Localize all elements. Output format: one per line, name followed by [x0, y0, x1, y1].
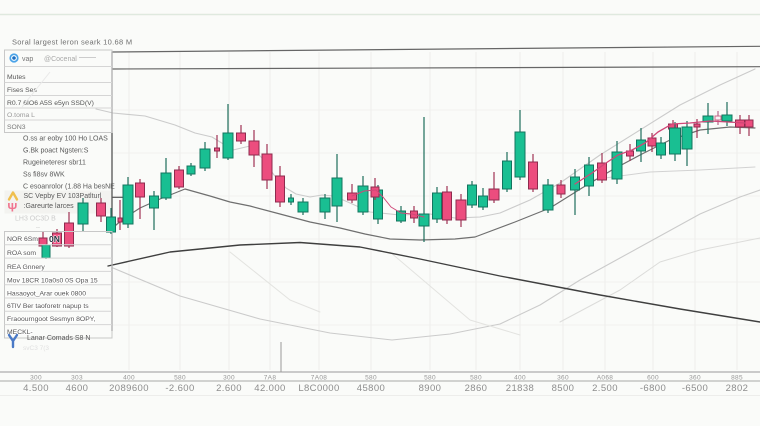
svg-text:Fraoourngoot Sesmyn 8OPY,: Fraoourngoot Sesmyn 8OPY, [7, 316, 95, 323]
svg-text:0N: 0N [49, 234, 60, 244]
svg-text:2089600: 2089600 [109, 383, 149, 394]
svg-text::Gareurte larces: :Gareurte larces [24, 203, 75, 210]
svg-text:Lanar Comads S8 N: Lanar Comads S8 N [27, 335, 90, 342]
svg-text:SON3: SON3 [7, 124, 26, 131]
svg-text:Ψ: Ψ [8, 201, 18, 215]
svg-text:6TlV Ber taoforetr napup ts: 6TlV Ber taoforetr napup ts [7, 303, 89, 310]
svg-text:REA Gnnery: REA Gnnery [7, 264, 45, 271]
svg-text:C esoanrolor (1.88 Ha besNE: C esoanrolor (1.88 Ha besNE [23, 184, 115, 191]
svg-text:R0.7 6IO6 A5S e5yn SSD(V): R0.7 6IO6 A5S e5yn SSD(V) [7, 100, 94, 107]
svg-text:..: .. [36, 223, 40, 230]
svg-text:2802: 2802 [726, 383, 749, 394]
svg-text:4600: 4600 [66, 383, 89, 394]
svg-text:Soral largest leron seark 10.6: Soral largest leron seark 10.68 M [12, 38, 132, 47]
svg-text:G.Bk poact Ngsten:S: G.Bk poact Ngsten:S [23, 148, 89, 155]
svg-text:Hasaoyot_Arar ouek 0800: Hasaoyot_Arar ouek 0800 [7, 291, 86, 298]
svg-text:Mov 18CR 10a0s0 0S Opa 15: Mov 18CR 10a0s0 0S Opa 15 [7, 278, 98, 285]
svg-text:NOR 6Sm: NOR 6Sm [7, 236, 38, 243]
svg-text:svC3 7(3: svC3 7(3 [23, 345, 49, 352]
svg-text:Ss fi8sv 8WK: Ss fi8sv 8WK [23, 172, 65, 179]
svg-text:580: 580 [424, 375, 436, 382]
svg-text:580: 580 [365, 375, 377, 382]
svg-text:SC Vepby EV 103Patlturl: SC Vepby EV 103Patlturl [24, 193, 102, 200]
svg-text:580: 580 [470, 375, 482, 382]
svg-text:360: 360 [689, 375, 701, 382]
svg-text:MECKL-: MECKL- [7, 329, 33, 336]
svg-text:360: 360 [557, 375, 569, 382]
svg-text:O.ss ar eoby 100 Ho LOAS: O.ss ar eoby 100 Ho LOAS [23, 136, 108, 143]
svg-text:Rugeineteresr sbr11: Rugeineteresr sbr11 [23, 160, 86, 167]
svg-text:@Cocenal: @Cocenal [44, 56, 77, 63]
svg-text:600: 600 [647, 375, 659, 382]
svg-text:400: 400 [123, 375, 135, 382]
svg-text:-6800: -6800 [640, 383, 666, 394]
svg-text:2.600: 2.600 [216, 383, 242, 394]
svg-text:45800: 45800 [357, 383, 385, 394]
svg-text:A068: A068 [597, 375, 613, 382]
svg-text:-2.600: -2.600 [165, 383, 194, 394]
svg-text:8900: 8900 [419, 383, 442, 394]
svg-text:300: 300 [30, 375, 42, 382]
svg-text:2860: 2860 [465, 383, 488, 394]
svg-text:580: 580 [174, 375, 186, 382]
svg-text:7A08: 7A08 [311, 375, 327, 382]
svg-text:Mutes: Mutes [7, 74, 26, 81]
svg-text:885: 885 [731, 375, 743, 382]
svg-text:303: 303 [71, 375, 83, 382]
svg-text:-6500: -6500 [682, 383, 708, 394]
svg-text:400: 400 [514, 375, 526, 382]
svg-text:42.000: 42.000 [254, 383, 285, 394]
svg-text:7A8: 7A8 [264, 375, 277, 382]
svg-text:O.toma L: O.toma L [7, 112, 35, 119]
svg-text:LH3 OC3D B: LH3 OC3D B [15, 216, 56, 223]
svg-text:21838: 21838 [506, 383, 534, 394]
svg-text:Fises Ses: Fises Ses [7, 87, 37, 94]
svg-text:2.500: 2.500 [592, 383, 618, 394]
svg-text:8500: 8500 [552, 383, 575, 394]
svg-text:ROA som: ROA som [7, 250, 36, 257]
svg-text:L8C0000: L8C0000 [298, 383, 339, 394]
svg-text:vap: vap [22, 56, 33, 63]
svg-text:4.500: 4.500 [23, 383, 49, 394]
svg-text:300: 300 [223, 375, 235, 382]
